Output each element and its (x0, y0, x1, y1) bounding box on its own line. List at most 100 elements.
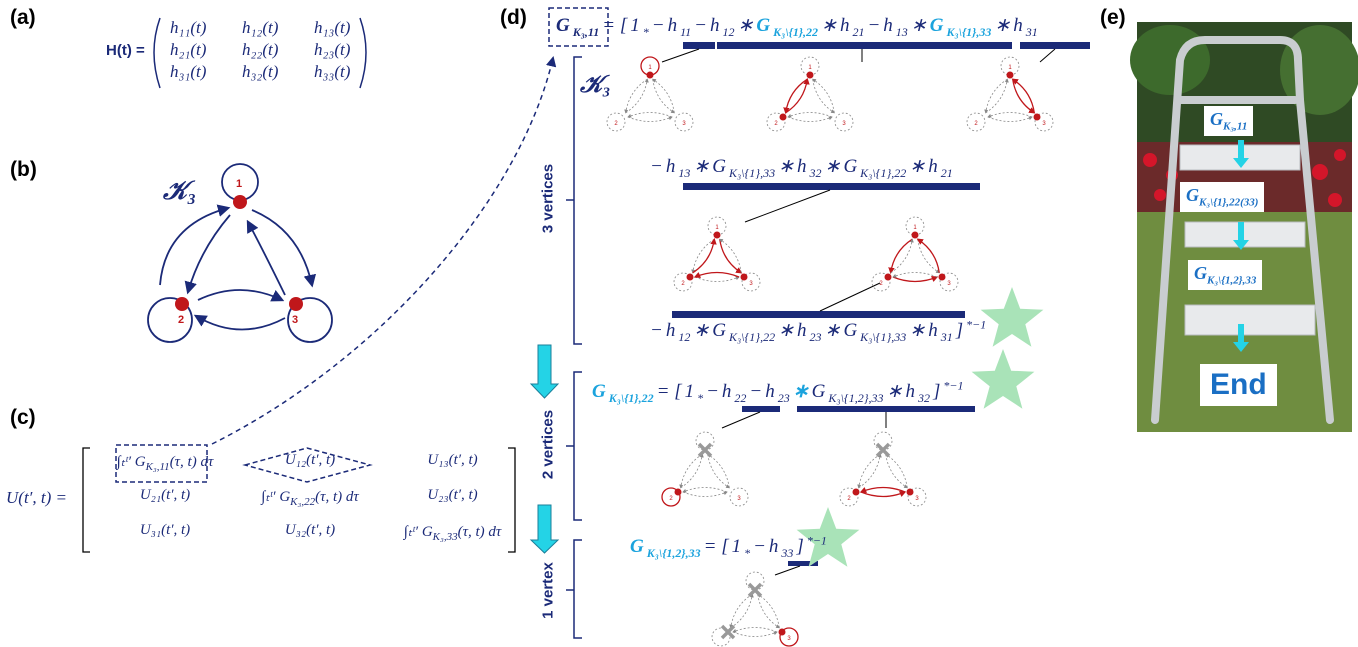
math-text: ] (956, 320, 963, 341)
math-term: h13 (666, 156, 691, 177)
edge (628, 117, 672, 122)
math-term: GK₃\{1},22(33) (1186, 185, 1258, 205)
edge (986, 79, 1008, 113)
edge (893, 277, 937, 282)
node-label: 1 (913, 225, 917, 231)
math-term: ∫ₜᵗ′ GK₃,11(τ, t) dτ (117, 452, 214, 473)
math-sub: 33 (781, 546, 793, 560)
math-sub: K₃\{1},33 (729, 166, 775, 180)
edge (693, 239, 715, 273)
math-text: h (883, 15, 893, 36)
math-sup: *−1 (943, 379, 963, 393)
math-term: ∗ (887, 381, 903, 402)
node-label: 2 (847, 496, 851, 502)
math-term: U₂₃(t′, t) (427, 487, 477, 508)
node-label: 2 (974, 121, 978, 127)
math-sub: K₃,11 (573, 25, 600, 39)
math-sub: 13 (896, 25, 908, 39)
edge (861, 492, 905, 497)
ladder-label: GK₃\{1},22(33) (1180, 182, 1264, 212)
math-sub: 31 (941, 330, 953, 344)
math-term: 1* (732, 536, 751, 557)
math-text: h (928, 156, 938, 177)
node (647, 72, 654, 79)
math-sub: K₃,11 (1223, 121, 1247, 133)
mini-graph: 123 (674, 217, 760, 291)
panel-label: (b) (10, 158, 37, 182)
math-sub: K₃\{1,2},33 (1207, 275, 1256, 287)
node (853, 489, 860, 496)
math-text: h (666, 156, 676, 177)
node (675, 489, 682, 496)
math-text: h (722, 381, 732, 402)
node-label: 2 (681, 281, 685, 287)
math-term: h23 (797, 320, 822, 341)
matrix-lhs: U(t′, t) = (6, 488, 67, 508)
node (779, 629, 786, 636)
math-term: h32 (797, 156, 822, 177)
section-label: 1 vertex (540, 541, 557, 641)
math-term: = [ (602, 15, 627, 36)
edge (683, 492, 727, 497)
math-term: = [ (704, 536, 729, 557)
removed-node (749, 584, 761, 596)
math-sub: K₃\{1},22 (729, 330, 775, 344)
mini-graph: 123 (767, 57, 853, 131)
math-text: G (1210, 109, 1223, 129)
math-term: U₂₁(t′, t) (140, 487, 190, 508)
math-sub: K₃\{1},22 (773, 25, 818, 39)
edge (786, 79, 808, 113)
math-term: h₁₁(t) (170, 18, 242, 38)
math-text: h (769, 536, 779, 557)
edge (731, 594, 753, 628)
graph-node (175, 297, 189, 311)
ladder-label: End (1200, 364, 1277, 406)
math-term: ]*−1 (956, 320, 987, 341)
node (741, 274, 748, 281)
math-term: = [ (657, 381, 682, 402)
node (885, 274, 892, 281)
math-term: h21 (928, 156, 953, 177)
math-text: h (710, 15, 720, 36)
edge (918, 239, 940, 273)
math-sub: K₃\{1,2},33 (647, 546, 701, 560)
mini-graph: 123 (967, 57, 1053, 131)
math-sub: 32 (918, 391, 930, 405)
mini-graph: 23 (662, 432, 748, 506)
panel-label: (c) (10, 406, 36, 430)
node-label: 3 (682, 121, 686, 127)
math-term: ∗ (909, 320, 925, 341)
math-sub: K₃,22 (290, 496, 315, 508)
math-sub: 31 (1026, 25, 1038, 39)
matrix-u: ∫ₜᵗ′ GK₃,11(τ, t) dτU₁₂(t′, t)U₁₃(t′, t)… (95, 452, 520, 543)
mini-graph: 3 (712, 572, 798, 646)
node-label: 3 (947, 281, 951, 287)
node-label: 2 (178, 314, 184, 326)
edge (720, 239, 742, 273)
ladder-label: GK₃,11 (1204, 106, 1253, 136)
math-term: − (694, 15, 707, 36)
node-label: 1 (715, 225, 719, 231)
edge (886, 454, 908, 488)
edge (861, 488, 905, 493)
node (687, 274, 694, 281)
removed-node (722, 626, 734, 638)
removed-node (877, 444, 889, 456)
math-term: ∫ₜᵗ′ GK₃,33(τ, t) dτ (404, 522, 502, 543)
edge (733, 628, 777, 633)
mini-graph: 123 (607, 57, 693, 131)
math-term: h31 (928, 320, 953, 341)
math-text: ] (796, 536, 803, 557)
math-sub: 23 (810, 330, 822, 344)
math-term: GK₃\{1},33 (712, 156, 775, 177)
math-text: G (843, 320, 857, 341)
math-sub: K₃\{1},22 (609, 391, 654, 405)
self-loop (874, 432, 892, 450)
graph-node (289, 297, 303, 311)
